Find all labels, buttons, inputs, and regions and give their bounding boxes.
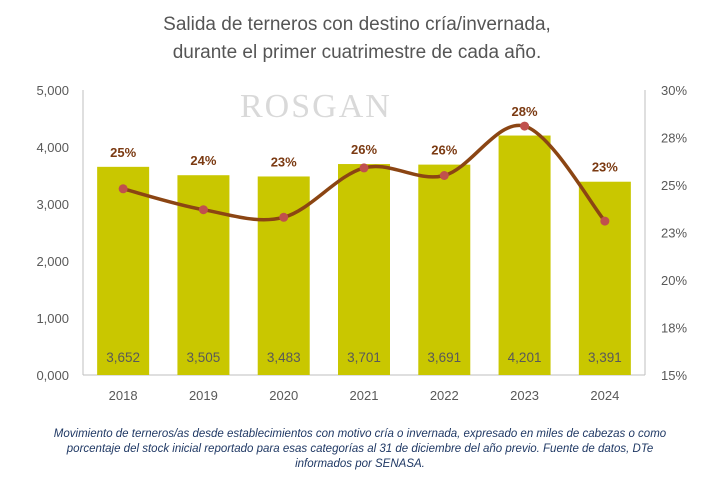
line-point [520,121,530,131]
bar-value-label: 3,483 [267,350,301,365]
y-tick-label-right: 18% [661,321,687,336]
bar-value-label: 4,201 [508,350,542,365]
y-tick-label-left: 4,000 [36,140,69,155]
bar [578,181,631,375]
percentage-label: 26% [431,143,457,158]
line-point [198,205,208,215]
percentage-label: 24% [190,153,216,168]
line-point [600,216,610,226]
x-tick-label: 2022 [430,388,459,403]
bar-value-label: 3,505 [187,350,221,365]
y-tick-label-left: 1,000 [36,311,69,326]
bar [498,135,551,375]
x-tick-label: 2020 [269,388,298,403]
percentage-label: 26% [351,142,377,157]
percentage-label: 25% [110,145,136,160]
line-point [118,184,128,194]
bar [338,164,390,375]
line-point [279,212,289,222]
bar [257,176,310,375]
bar-value-label: 3,391 [588,350,622,365]
y-tick-label-right: 15% [661,368,687,383]
x-tick-label: 2019 [189,388,218,403]
chart-footnote: Movimiento de terneros/as desde establec… [53,428,667,470]
y-tick-label-right: 30% [661,83,687,98]
bar-value-label: 3,691 [427,350,461,365]
line-point [359,163,369,173]
chart-title-line-2: durante el primer cuatrimestre de cada a… [172,42,542,63]
y-tick-label-left: 3,000 [36,197,69,212]
x-tick-label: 2024 [590,388,619,403]
y-tick-label-left: 5,000 [36,83,69,98]
y-tick-label-right: 23% [661,226,687,241]
percentage-label: 28% [512,104,538,119]
y-tick-label-right: 25% [661,178,687,193]
bar [97,166,150,375]
y-tick-label-right: 28% [661,131,687,146]
x-tick-label: 2023 [510,388,539,403]
x-tick-label: 2021 [350,388,379,403]
y-tick-label-left: 2,000 [36,254,69,269]
y-tick-label-right: 20% [661,273,687,288]
bar [418,164,471,375]
y-tick-label-left: 0,000 [36,368,69,383]
bar-value-label: 3,652 [106,350,140,365]
chart-title-line-1: Salida de terneros con destino cría/inve… [163,14,551,35]
bar-value-label: 3,701 [347,350,381,365]
line-point [439,171,449,180]
percentage-label: 23% [592,160,618,175]
percentage-label: 23% [271,154,297,169]
rosgan-watermark-logo: ROSGAN [240,88,392,125]
x-tick-label: 2018 [109,388,138,403]
